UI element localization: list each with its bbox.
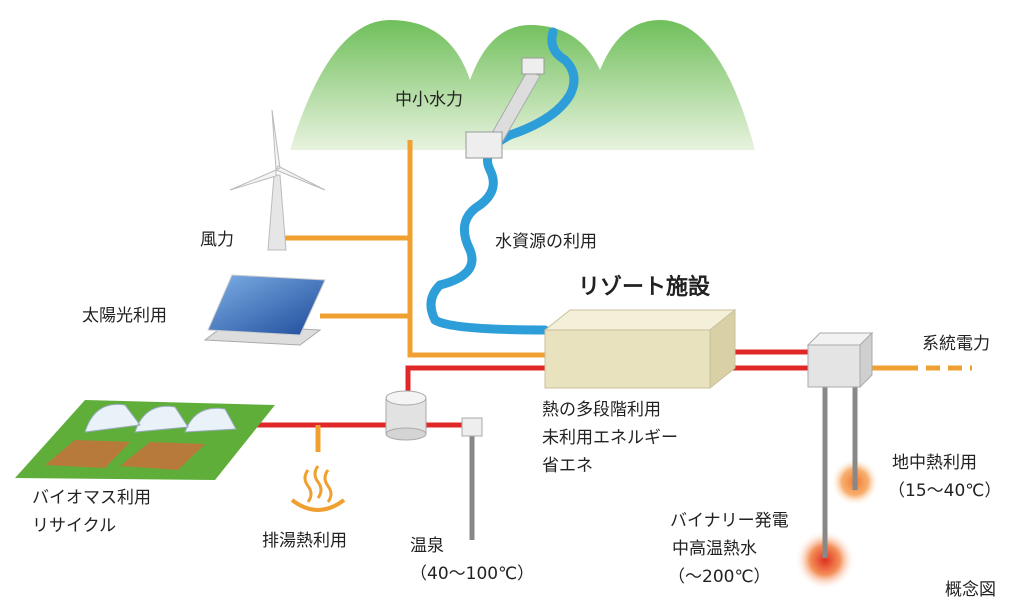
resort-building xyxy=(545,310,735,388)
biomass-field xyxy=(15,400,275,480)
label: 太陽光利用 xyxy=(82,306,167,326)
label: 温泉 xyxy=(410,536,444,556)
title-label: リゾート施設 xyxy=(578,274,711,300)
steam-icon xyxy=(292,466,344,510)
diagram: 中小水力 風力 太陽光利用 水資源の利用 リゾート施設 系統電力 熱の多段階利用… xyxy=(0,0,1017,606)
caption: 概念図 xyxy=(945,579,996,600)
label: （40～100℃） xyxy=(410,564,534,584)
spring-head xyxy=(462,418,482,436)
label: （～200℃） xyxy=(668,567,771,587)
label: 水資源の利用 xyxy=(495,232,597,252)
label: 熱の多段階利用 xyxy=(542,400,661,420)
label: 排湯熱利用 xyxy=(262,531,347,551)
label: 省エネ xyxy=(542,456,593,476)
label: 風力 xyxy=(200,230,234,250)
label: 未利用エネルギー xyxy=(542,428,678,448)
solar-panel xyxy=(205,275,325,345)
label: 地中熱利用 xyxy=(892,453,977,473)
label: 中小水力 xyxy=(395,90,463,110)
label: （15～40℃） xyxy=(888,481,1001,501)
tank xyxy=(386,391,426,440)
label: リサイクル xyxy=(32,516,116,536)
label: 中高温熱水 xyxy=(672,539,757,559)
label: 系統電力 xyxy=(922,334,990,354)
label: バイナリー発電 xyxy=(670,511,789,531)
grid-box xyxy=(808,333,872,387)
label: バイオマス利用 xyxy=(32,488,151,508)
